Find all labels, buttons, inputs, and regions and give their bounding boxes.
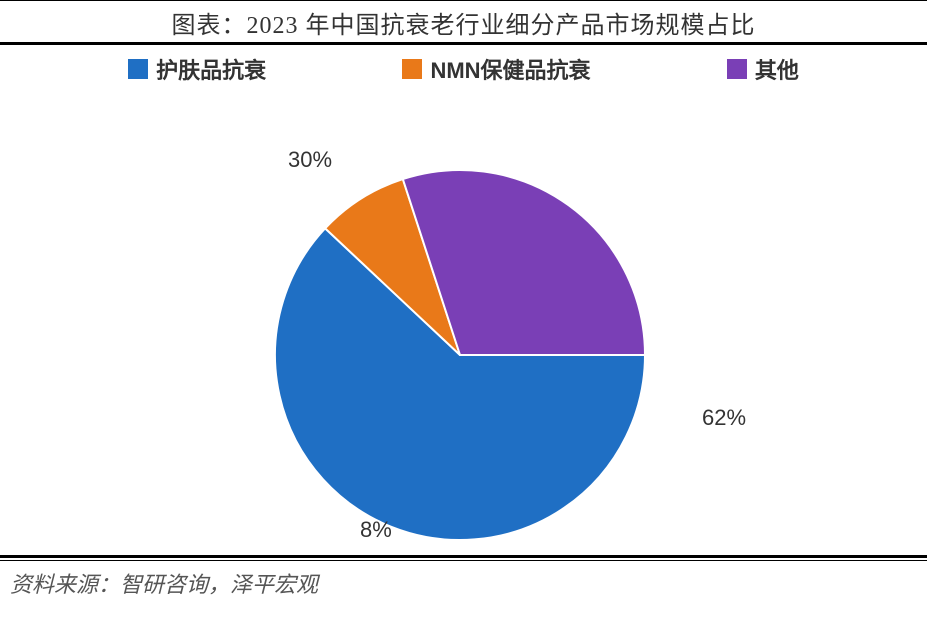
legend: 护肤品抗衰 NMN保健品抗衰 其他 [0, 45, 927, 85]
legend-label-2: 其他 [755, 53, 799, 85]
legend-label-0: 护肤品抗衰 [156, 53, 266, 85]
legend-item-0: 护肤品抗衰 [128, 53, 266, 85]
legend-label-1: NMN保健品抗衰 [430, 53, 590, 85]
legend-swatch-2 [727, 59, 747, 79]
slice-label-1: 8% [360, 517, 392, 543]
bottom-rule-thick [0, 555, 927, 558]
pie-svg [0, 85, 927, 555]
slice-label-2: 30% [288, 147, 332, 173]
chart-title: 图表：2023 年中国抗衰老行业细分产品市场规模占比 [0, 1, 927, 42]
legend-item-1: NMN保健品抗衰 [402, 53, 590, 85]
legend-item-2: 其他 [727, 53, 799, 85]
source-text: 资料来源：智研咨询，泽平宏观 [0, 561, 927, 599]
legend-swatch-1 [402, 59, 422, 79]
pie-chart: 62% 8% 30% [0, 85, 927, 555]
legend-swatch-0 [128, 59, 148, 79]
slice-label-0: 62% [702, 405, 746, 431]
